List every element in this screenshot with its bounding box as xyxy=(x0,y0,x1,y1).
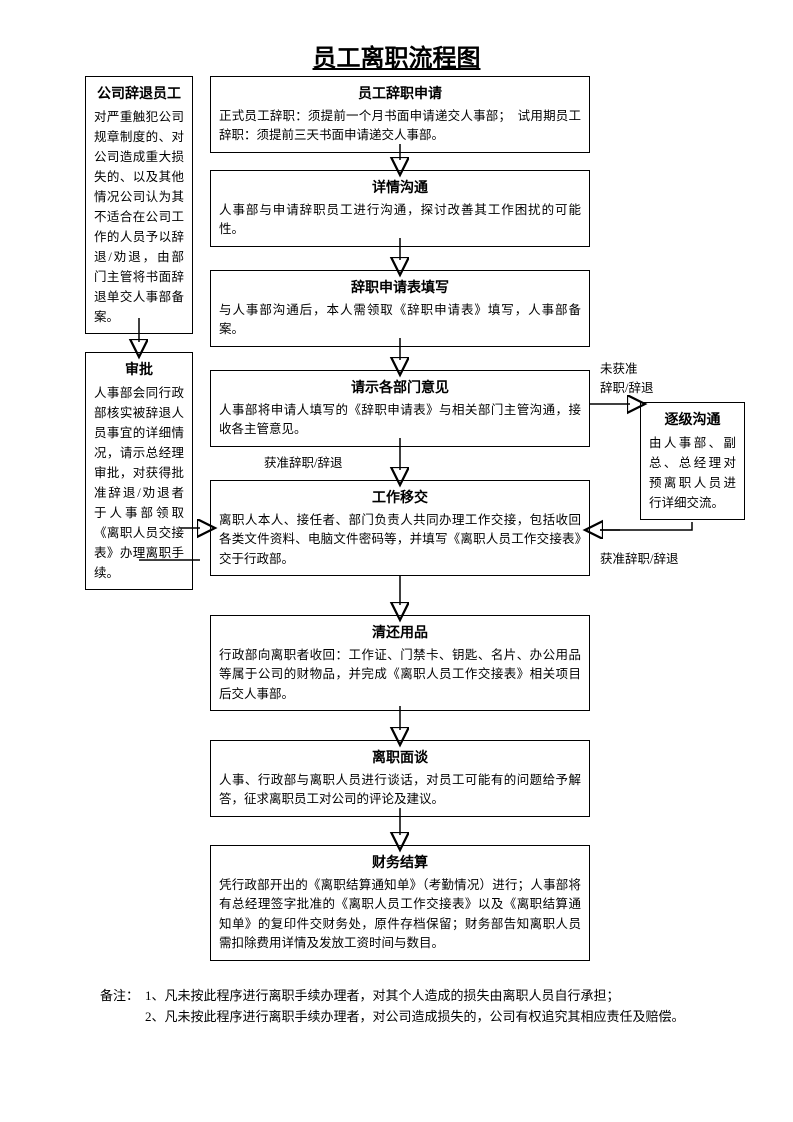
arrows-side xyxy=(0,0,793,1122)
footnote-prefix: 备注： xyxy=(100,985,139,1004)
footnote-line1: 1、凡未按此程序进行离职手续办理者，对其个人造成的损失由离职人员自行承担； xyxy=(145,985,620,1004)
footnote-line2: 2、凡未按此程序进行离职手续办理者，对公司造成损失的，公司有权追究其相应责任及赔… xyxy=(145,1006,685,1025)
